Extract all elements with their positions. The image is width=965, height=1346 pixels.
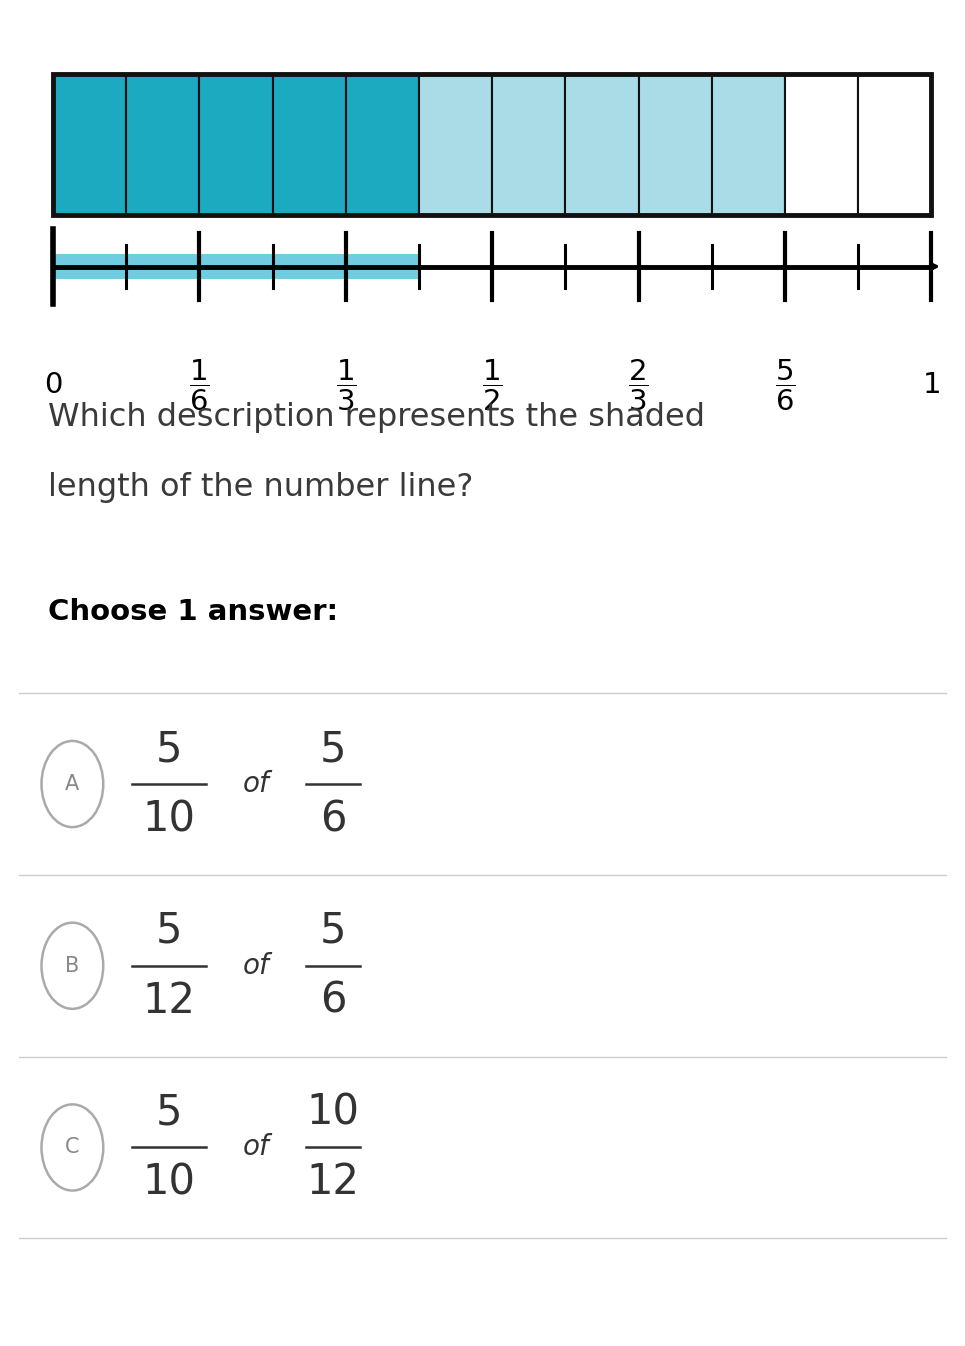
Text: 5: 5 <box>155 1092 182 1133</box>
Text: Which description represents the shaded: Which description represents the shaded <box>48 401 705 433</box>
Text: 6: 6 <box>319 798 346 840</box>
Text: $\dfrac{1}{6}$: $\dfrac{1}{6}$ <box>189 358 209 412</box>
Text: 5: 5 <box>319 910 346 952</box>
Bar <box>639 74 711 215</box>
Bar <box>53 74 931 215</box>
Bar <box>711 74 785 215</box>
Text: $\dfrac{2}{3}$: $\dfrac{2}{3}$ <box>628 358 648 412</box>
Text: of: of <box>242 952 269 980</box>
Bar <box>345 74 419 215</box>
Text: of: of <box>242 770 269 798</box>
Text: 5: 5 <box>319 728 346 770</box>
Text: $\dfrac{5}{6}$: $\dfrac{5}{6}$ <box>775 358 795 412</box>
Text: Choose 1 answer:: Choose 1 answer: <box>48 599 339 626</box>
Text: B: B <box>66 956 79 976</box>
Text: 12: 12 <box>307 1162 359 1203</box>
Text: 6: 6 <box>319 980 346 1022</box>
Bar <box>53 254 419 279</box>
Bar <box>492 74 565 215</box>
Text: 10: 10 <box>143 798 195 840</box>
Bar <box>858 74 931 215</box>
Text: $\dfrac{1}{3}$: $\dfrac{1}{3}$ <box>336 358 356 412</box>
Text: 5: 5 <box>155 910 182 952</box>
Bar <box>200 74 272 215</box>
Text: A: A <box>66 774 79 794</box>
Text: C: C <box>65 1137 80 1158</box>
Text: length of the number line?: length of the number line? <box>48 471 474 503</box>
Text: $\mathregular{0}$: $\mathregular{0}$ <box>43 371 63 398</box>
Bar <box>272 74 345 215</box>
Bar <box>785 74 858 215</box>
Text: $\mathregular{1}$: $\mathregular{1}$ <box>923 371 940 398</box>
Text: 10: 10 <box>307 1092 359 1133</box>
Bar <box>419 74 492 215</box>
Text: 10: 10 <box>143 1162 195 1203</box>
Text: of: of <box>242 1133 269 1162</box>
Text: 12: 12 <box>143 980 195 1022</box>
Text: $\dfrac{1}{2}$: $\dfrac{1}{2}$ <box>482 358 503 412</box>
Text: 5: 5 <box>155 728 182 770</box>
Bar <box>126 74 200 215</box>
Bar <box>565 74 639 215</box>
Bar <box>53 74 126 215</box>
